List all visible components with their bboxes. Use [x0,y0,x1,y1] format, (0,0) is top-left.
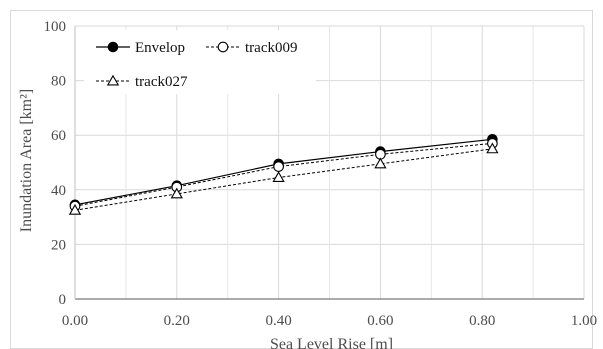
data-point-track027 [68,203,82,215]
x-tick-label: 0.00 [62,313,88,329]
legend-label: track009 [245,40,297,56]
series-track027 [68,142,499,215]
y-tick-label: 40 [51,183,66,199]
data-point-track027 [374,157,387,169]
legend-item-track009: track009 [206,40,297,56]
legend-background [84,30,316,94]
legend-item-track027: track027 [96,74,188,90]
legend-marker [217,41,229,53]
x-tick-label: 0.80 [469,313,495,329]
y-tick-label: 100 [44,19,67,35]
data-point-track027 [486,142,499,154]
legend-label: Envelop [135,40,185,56]
y-tick-label: 60 [51,128,66,144]
data-point-track009 [273,161,284,172]
legend-label: track027 [135,74,188,90]
x-axis-title: Sea Level Rise [m] [270,336,393,349]
x-tick-label: 0.40 [265,313,291,329]
y-tick-label: 0 [59,292,67,308]
legend-marker [106,74,120,86]
y-tick-label: 20 [51,237,66,253]
legend: Envelop track009 track027 [84,30,316,94]
legend-item-envelop: Envelop [96,40,185,56]
data-point-track027 [170,187,183,199]
x-tick-label: 0.60 [367,313,393,329]
data-point-track027 [272,171,285,182]
y-axis-title: Inundation Area [km²] [18,89,35,232]
legend-marker [107,41,119,53]
x-tick-label: 1.00 [571,313,597,329]
x-tick-label: 0.20 [164,313,190,329]
y-tick-label: 80 [51,74,66,90]
